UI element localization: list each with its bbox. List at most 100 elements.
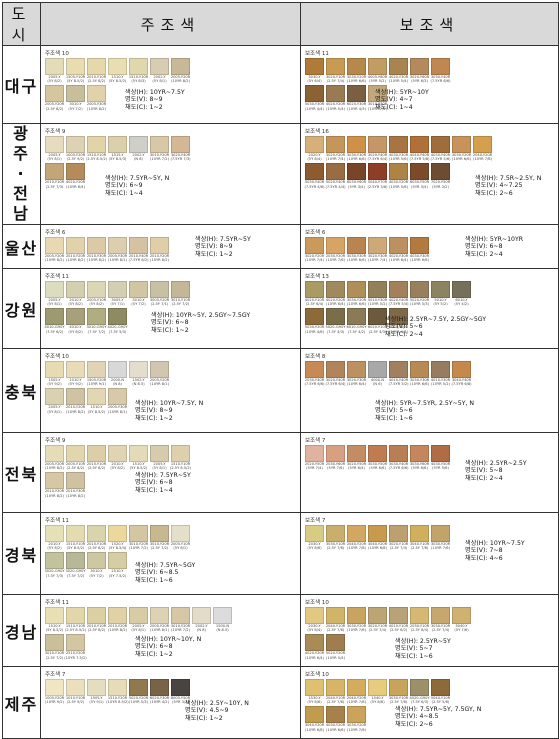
swatch-munsell: (2.5Y 8.5/2)	[85, 157, 108, 162]
swatch-chip	[150, 237, 169, 254]
swatch-code: 2010-Y20R	[149, 254, 170, 258]
swatch-code: 2010-Y10R	[86, 624, 107, 628]
swatch-chip	[87, 281, 106, 298]
swatch-chip	[389, 136, 408, 153]
swatch-code: 2510-Y20R	[65, 651, 86, 656]
swatch-munsell: (10YR 5/4)	[326, 655, 345, 660]
swatch-munsell: (5YR 6/6)	[411, 466, 428, 471]
color-swatch: 2010-Y (5Y 8/2)	[66, 281, 85, 306]
swatch-code: 1510-Y10R	[86, 153, 107, 157]
secondary-info: 색상(H): 5YR~10YR 명도(V): 6~8 채도(C): 2~4	[465, 236, 523, 258]
info-line: 명도(V): 5~6	[375, 407, 413, 415]
swatch-munsell: (10YR 7/6)	[431, 546, 450, 551]
primary-panel: 주조색 11 1510-Y (5Y 8.5/2) 1510-Y10R (2.5Y 8.5…	[45, 598, 298, 664]
swatch-munsell: (5YR 3/4)	[348, 184, 365, 189]
swatch-chip	[171, 445, 190, 462]
info-line: 채도(C): 2~4	[465, 474, 503, 482]
swatch-chip	[305, 85, 324, 103]
swatch-code: 4020-Y10R	[304, 298, 325, 302]
swatch-munsell: (5YR 7/6)	[327, 466, 344, 471]
swatch-munsell: (2.5Y 8/2)	[87, 628, 106, 633]
swatch-munsell: (7.5YR 6/4)	[325, 382, 346, 387]
swatch-code: 2005-Y	[48, 405, 61, 410]
color-swatch: 1510-Y10R (2.5Y 8.5/2)	[65, 607, 86, 632]
info-line: 채도(C): 1~2	[135, 650, 173, 658]
info-line: 명도(V): 5~6	[385, 323, 423, 331]
swatch-munsell: (5Y 8.5/2)	[45, 628, 64, 633]
swatch-chip	[171, 58, 190, 75]
color-swatch: 1510-Y (5Y 8.5/2)	[108, 58, 127, 83]
swatch-munsell: (5Y 8/3)	[131, 79, 146, 84]
swatch-munsell: (10YR 4/3)	[389, 329, 408, 334]
swatch-munsell: (5YR 5/2)	[369, 79, 386, 84]
secondary-panel: 보조색 7 2030-Y (5Y 8/6) 3030-Y10R (2.5Y 7/6) 20…	[305, 516, 556, 592]
swatch-code: 3030-Y40R	[430, 75, 451, 79]
header-city: 도시	[2, 2, 41, 46]
color-swatch: 3020-Y20R (10YR 7/4)	[326, 136, 345, 161]
swatch-chip	[326, 85, 345, 103]
color-swatch: 1515-Y (5Y 8.5/3)	[108, 136, 127, 161]
swatch-munsell: (10YR 6/4)	[389, 258, 408, 263]
swatch-chip	[347, 58, 366, 75]
swatch-munsell: (N 8.5)	[132, 382, 145, 387]
swatch-munsell: (10YR 8/2)	[108, 628, 127, 633]
info-line: 명도(V): 6~9	[105, 182, 143, 190]
info-line: 명도(V): 6~8	[135, 643, 173, 651]
swatch-code: 2040-Y10R	[325, 624, 346, 628]
swatch-chip	[326, 237, 345, 254]
secondary-info: 색상(H): 7.5R~2.5Y, N 명도(V): 4~7.25 채도(C): 2…	[475, 175, 541, 197]
swatch-code: 3020-Y50R	[346, 462, 367, 466]
swatch-code: 3010-Y	[90, 569, 103, 574]
swatch-chip	[66, 308, 85, 326]
secondary-swatch-row: 2030-Y (5Y 8/6) 3030-Y10R (2.5Y 7/6) 2040-Y2…	[305, 525, 556, 550]
swatch-munsell: (5Y 7/6)	[454, 628, 469, 633]
primary-swatch-row: 2005-Y (5Y 8/1) 1005-Y20R (2.5Y 9/2) 1510-Y1…	[45, 136, 298, 161]
swatch-code: 4020-Y40R	[388, 298, 409, 302]
color-swatch: 5030-Y30R (10YR 4/4)	[305, 85, 324, 111]
color-swatch: 3010-Y10R (2.5Y 7/2)	[171, 281, 190, 306]
color-swatch: 2005-Y (5Y 8/1)	[45, 388, 64, 414]
primary-info: 색상(H): 10YR~5Y, 2.5GY~7.5GY 명도(V): 6~8 채도(…	[151, 312, 250, 334]
primary-title: 주조색 9	[45, 438, 66, 444]
swatch-munsell: (7.5YR 4/4)	[325, 184, 346, 189]
swatch-chip	[389, 361, 408, 378]
secondary-panel: 보조색 7 2020-Y50R (5YR 7/4) 2030-Y60R (5YR 7/6…	[305, 436, 556, 510]
color-swatch: 2010-Y10R (2.5Y 8/2)	[87, 607, 106, 632]
color-swatch: 4030-Y30R (10YR 5/6)	[389, 136, 408, 161]
color-swatch: 4020-Y20R (10YR 6/4)	[305, 634, 324, 660]
color-swatch: 3010-Y20R (2.5Y 7/2)	[150, 525, 169, 550]
swatch-code: 1500-N	[215, 624, 230, 628]
swatch-chip	[368, 445, 387, 462]
swatch-code: 2010-Y20R	[65, 254, 86, 258]
color-swatch: 3030-Y30R (10YR 6/6)	[410, 361, 429, 386]
info-line: 채도(C): 1~2	[135, 414, 173, 422]
swatch-chip	[452, 607, 471, 624]
color-swatch: 4030-Y20R (10YR 5/6)	[389, 163, 408, 189]
swatch-munsell: (10YR 5/4)	[326, 106, 345, 111]
swatch-code: 3020-Y60R	[409, 75, 430, 79]
color-swatch: 2005-Y20R (10YR 8/1)	[150, 361, 169, 386]
swatch-chip	[326, 308, 345, 326]
swatch-code: 2030-Y	[308, 624, 321, 628]
swatch-munsell: (7.5Y 7/3)	[45, 573, 64, 578]
swatch-munsell: (2.5Y 7/6)	[326, 546, 345, 551]
swatch-munsell: (10YR 7/4)	[326, 157, 345, 162]
swatch-munsell: (7.5YR 8/2)	[128, 258, 149, 263]
primary-info: 색상(H): 2.5Y~10Y, N 명도(V): 4.5~9 채도(C): 1~2	[185, 700, 249, 722]
swatch-munsell: (5Y 7/2)	[131, 302, 146, 307]
color-swatch: 1010-Y (5Y 9/2)	[66, 361, 85, 386]
info-line: 색상(H): 7.5YR~5Y, 7.5GY, N	[395, 706, 482, 713]
swatch-chip	[368, 679, 387, 696]
secondary-title: 보조색 13	[305, 274, 329, 280]
swatch-code: 1510-Y	[48, 624, 61, 628]
swatch-munsell: (7.5Y 4/3)	[326, 329, 345, 334]
swatch-code: 5020-Y40R	[325, 180, 346, 185]
primary-info: 색상(H): 7.5YR~5Y 명도(V): 8~9 채도(C): 1~2	[195, 236, 251, 258]
secondary-cell: 보조색 10 2030-Y (5Y 8/4) 2040-Y10R (2.5Y 7/6) 3…	[300, 594, 559, 667]
region-row: 강원 주조색 11 2005-Y (5Y 8/1) 2010-Y (5Y 8/2) 2005…	[2, 268, 559, 349]
swatch-code: 3030-Y30R	[346, 153, 367, 157]
swatch-code: 3030-Y30R	[346, 254, 367, 258]
swatch-munsell: (7.5Y 7/2)	[87, 329, 106, 334]
swatch-munsell: (10YR 8/1)	[150, 382, 169, 387]
swatch-chip	[431, 58, 450, 75]
